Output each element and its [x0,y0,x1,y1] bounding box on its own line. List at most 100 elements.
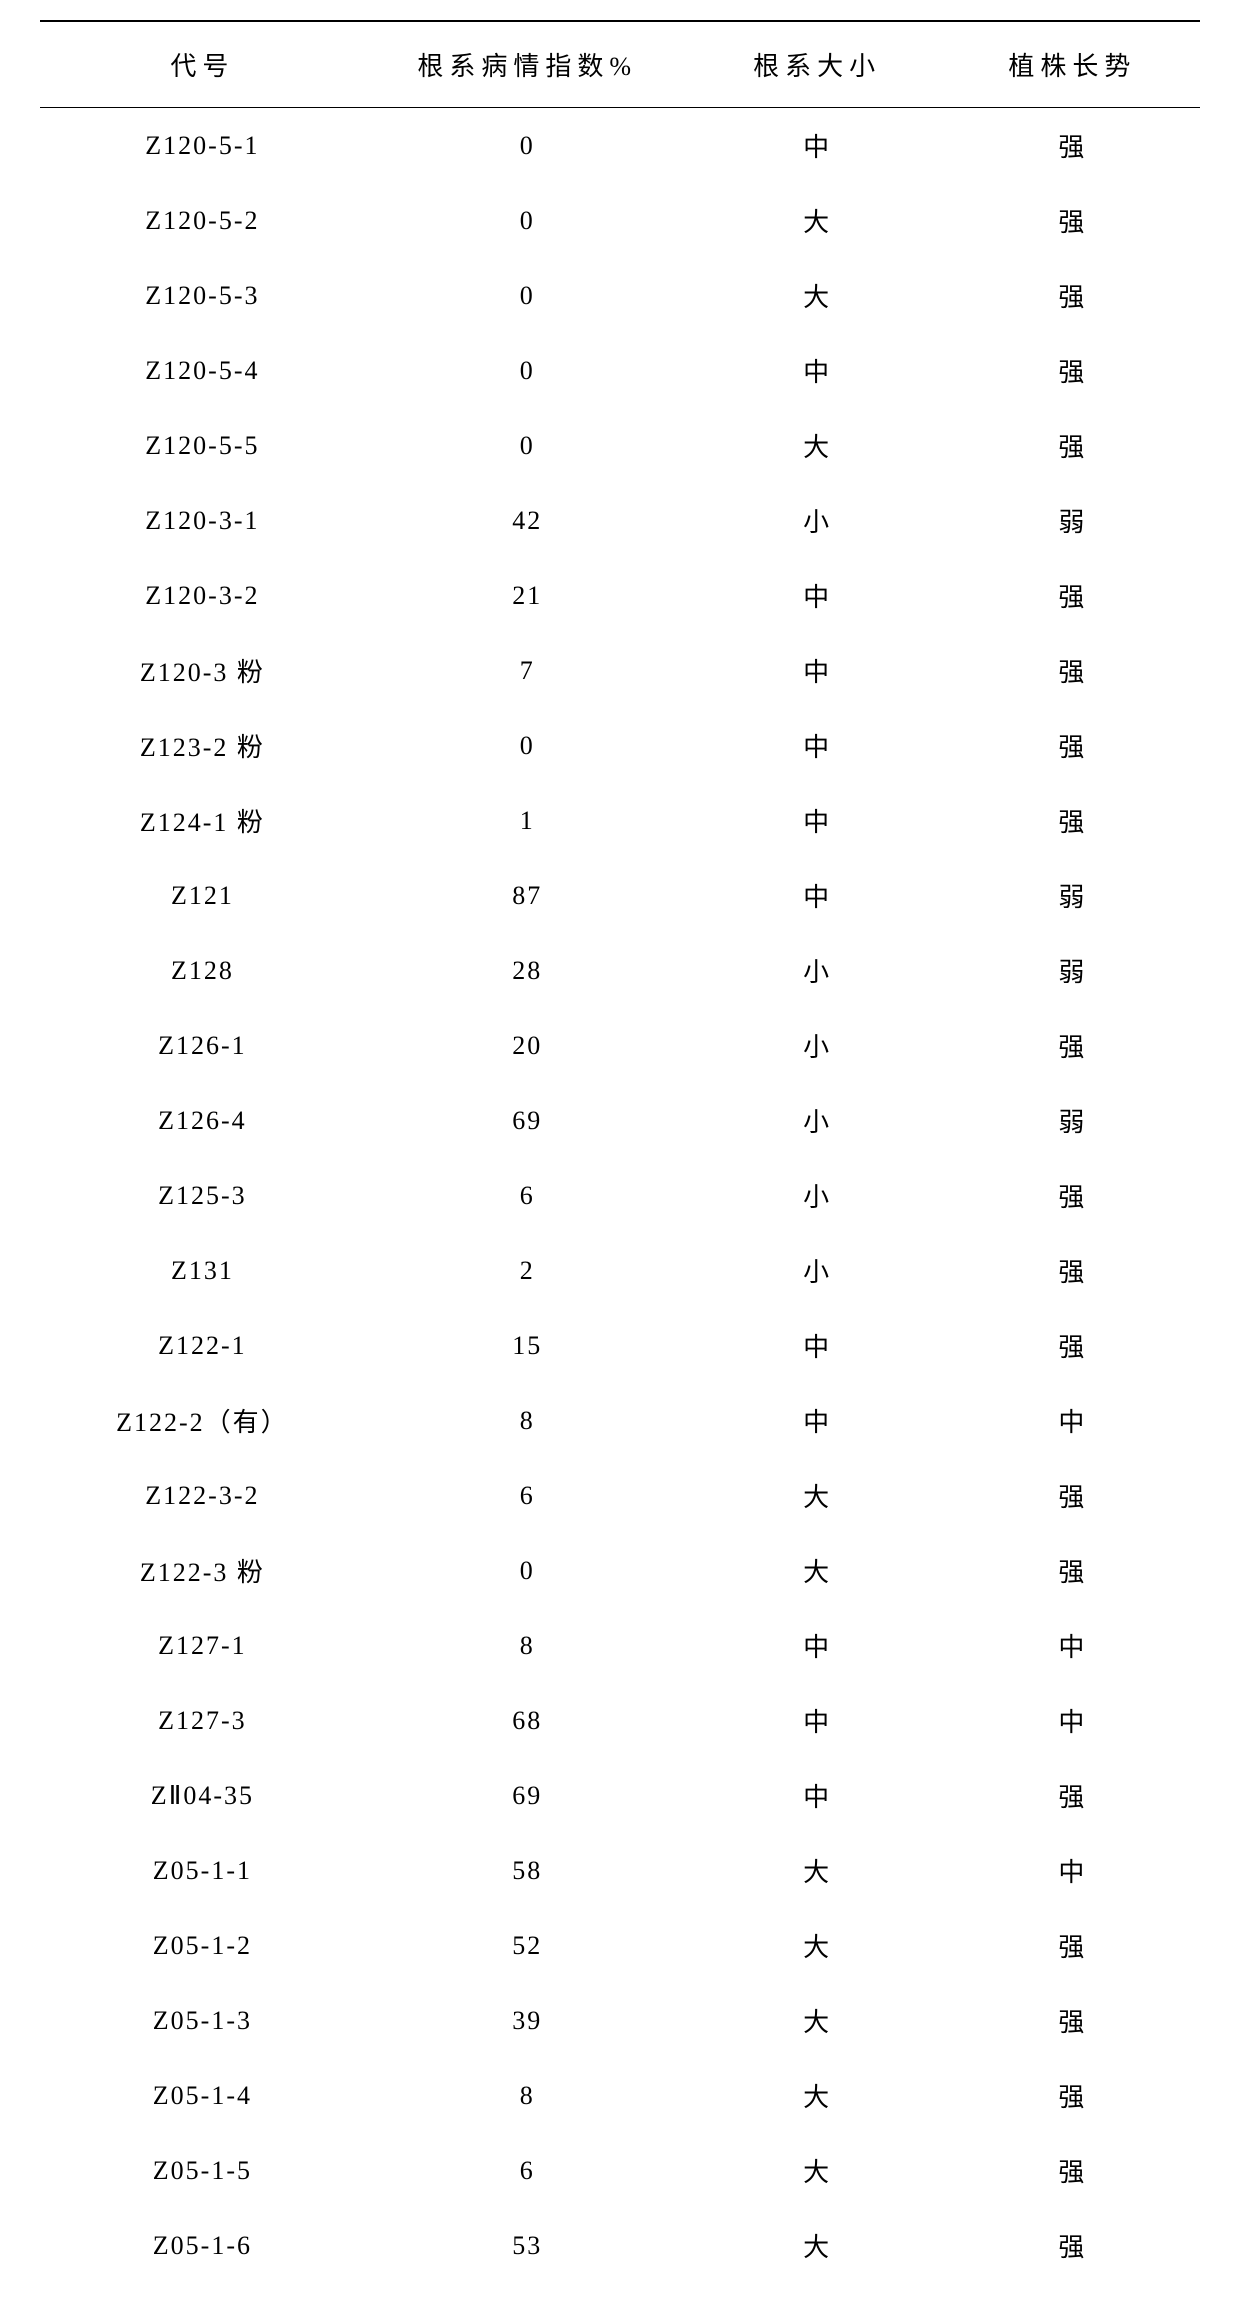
cell-size: 中 [690,708,945,783]
table-body: Z120-5-10中强Z120-5-20大强Z120-5-30大强Z120-5-… [40,108,1200,2284]
cell-index: 53 [365,2208,690,2283]
cell-growth: 强 [945,1908,1200,1983]
cell-index: 2 [365,1233,690,1308]
cell-code: Z128 [40,933,365,1008]
cell-size: 大 [690,258,945,333]
cell-growth: 中 [945,1383,1200,1458]
cell-index: 8 [365,2058,690,2133]
cell-code: Z131 [40,1233,365,1308]
cell-growth: 中 [945,1683,1200,1758]
cell-growth: 强 [945,1758,1200,1833]
cell-index: 69 [365,1758,690,1833]
data-table: 代号 根系病情指数% 根系大小 植株长势 Z120-5-10中强Z120-5-2… [40,20,1200,2283]
cell-size: 小 [690,1008,945,1083]
cell-size: 大 [690,2058,945,2133]
cell-code: ZⅡ04-35 [40,1758,365,1833]
table-row: Z120-3 粉7中强 [40,633,1200,708]
cell-size: 大 [690,1833,945,1908]
table-row: Z12828小弱 [40,933,1200,1008]
cell-index: 0 [365,108,690,184]
cell-growth: 强 [945,1008,1200,1083]
header-row: 代号 根系病情指数% 根系大小 植株长势 [40,21,1200,108]
cell-index: 0 [365,408,690,483]
cell-growth: 强 [945,633,1200,708]
cell-index: 87 [365,858,690,933]
table-row: Z122-3-26大强 [40,1458,1200,1533]
table-row: Z120-3-221中强 [40,558,1200,633]
cell-index: 69 [365,1083,690,1158]
cell-index: 6 [365,1458,690,1533]
cell-size: 中 [690,1758,945,1833]
cell-size: 中 [690,558,945,633]
cell-index: 21 [365,558,690,633]
cell-growth: 强 [945,2208,1200,2283]
table-row: ZⅡ04-3569中强 [40,1758,1200,1833]
cell-index: 20 [365,1008,690,1083]
cell-growth: 强 [945,2058,1200,2133]
cell-growth: 强 [945,1158,1200,1233]
cell-index: 6 [365,2133,690,2208]
table-row: Z127-368中中 [40,1683,1200,1758]
cell-growth: 强 [945,1233,1200,1308]
cell-code: Z124-1 粉 [40,783,365,858]
cell-size: 中 [690,1608,945,1683]
cell-growth: 强 [945,1983,1200,2058]
cell-size: 大 [690,2208,945,2283]
cell-code: Z120-5-4 [40,333,365,408]
table-row: Z12187中弱 [40,858,1200,933]
header-growth: 植株长势 [945,21,1200,108]
cell-code: Z120-3-2 [40,558,365,633]
table-header: 代号 根系病情指数% 根系大小 植株长势 [40,21,1200,108]
cell-code: Z126-4 [40,1083,365,1158]
cell-size: 大 [690,183,945,258]
table-row: Z120-5-40中强 [40,333,1200,408]
table-row: Z05-1-56大强 [40,2133,1200,2208]
cell-code: Z123-2 粉 [40,708,365,783]
cell-index: 6 [365,1158,690,1233]
cell-size: 中 [690,858,945,933]
cell-growth: 强 [945,408,1200,483]
cell-growth: 强 [945,258,1200,333]
cell-code: Z05-1-5 [40,2133,365,2208]
table-row: Z125-36小强 [40,1158,1200,1233]
table-row: Z127-18中中 [40,1608,1200,1683]
cell-size: 小 [690,1158,945,1233]
table-row: Z122-2（有）8中中 [40,1383,1200,1458]
cell-growth: 强 [945,108,1200,184]
cell-code: Z120-3-1 [40,483,365,558]
cell-code: Z125-3 [40,1158,365,1233]
table-row: Z05-1-158大中 [40,1833,1200,1908]
cell-growth: 弱 [945,858,1200,933]
cell-code: Z120-5-1 [40,108,365,184]
cell-growth: 强 [945,1458,1200,1533]
table-row: Z122-115中强 [40,1308,1200,1383]
table-row: Z123-2 粉0中强 [40,708,1200,783]
cell-index: 68 [365,1683,690,1758]
cell-index: 8 [365,1383,690,1458]
table-row: Z1312小强 [40,1233,1200,1308]
cell-index: 39 [365,1983,690,2058]
cell-size: 大 [690,1983,945,2058]
cell-growth: 弱 [945,933,1200,1008]
cell-code: Z127-1 [40,1608,365,1683]
cell-size: 大 [690,1533,945,1608]
cell-index: 0 [365,258,690,333]
table-row: Z05-1-339大强 [40,1983,1200,2058]
table-row: Z120-5-50大强 [40,408,1200,483]
table-row: Z124-1 粉1中强 [40,783,1200,858]
cell-size: 中 [690,633,945,708]
cell-code: Z05-1-1 [40,1833,365,1908]
header-index: 根系病情指数% [365,21,690,108]
cell-growth: 强 [945,708,1200,783]
cell-index: 58 [365,1833,690,1908]
table-row: Z122-3 粉0大强 [40,1533,1200,1608]
cell-code: Z120-5-3 [40,258,365,333]
cell-size: 中 [690,1383,945,1458]
cell-code: Z120-3 粉 [40,633,365,708]
cell-index: 52 [365,1908,690,1983]
table-row: Z05-1-48大强 [40,2058,1200,2133]
cell-code: Z120-5-5 [40,408,365,483]
cell-code: Z122-1 [40,1308,365,1383]
cell-size: 大 [690,2133,945,2208]
cell-size: 大 [690,408,945,483]
